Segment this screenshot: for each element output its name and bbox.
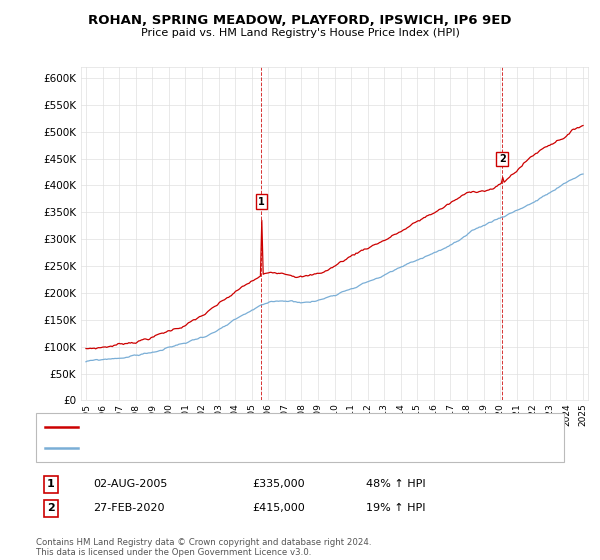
Text: Price paid vs. HM Land Registry's House Price Index (HPI): Price paid vs. HM Land Registry's House … bbox=[140, 28, 460, 38]
Text: 27-FEB-2020: 27-FEB-2020 bbox=[93, 503, 164, 514]
Text: ROHAN, SPRING MEADOW, PLAYFORD, IPSWICH, IP6 9ED: ROHAN, SPRING MEADOW, PLAYFORD, IPSWICH,… bbox=[88, 14, 512, 27]
Text: 2: 2 bbox=[499, 154, 506, 164]
Text: £335,000: £335,000 bbox=[252, 479, 305, 489]
Text: 1: 1 bbox=[258, 197, 265, 207]
Text: 1: 1 bbox=[47, 479, 55, 489]
Text: HPI: Average price, detached house, East Suffolk: HPI: Average price, detached house, East… bbox=[87, 443, 331, 453]
Text: £415,000: £415,000 bbox=[252, 503, 305, 514]
Text: ROHAN, SPRING MEADOW, PLAYFORD, IPSWICH, IP6 9ED (detached house): ROHAN, SPRING MEADOW, PLAYFORD, IPSWICH,… bbox=[87, 422, 460, 432]
Text: 48% ↑ HPI: 48% ↑ HPI bbox=[366, 479, 425, 489]
Text: 02-AUG-2005: 02-AUG-2005 bbox=[93, 479, 167, 489]
Text: 2: 2 bbox=[47, 503, 55, 514]
Text: 19% ↑ HPI: 19% ↑ HPI bbox=[366, 503, 425, 514]
Text: Contains HM Land Registry data © Crown copyright and database right 2024.
This d: Contains HM Land Registry data © Crown c… bbox=[36, 538, 371, 557]
